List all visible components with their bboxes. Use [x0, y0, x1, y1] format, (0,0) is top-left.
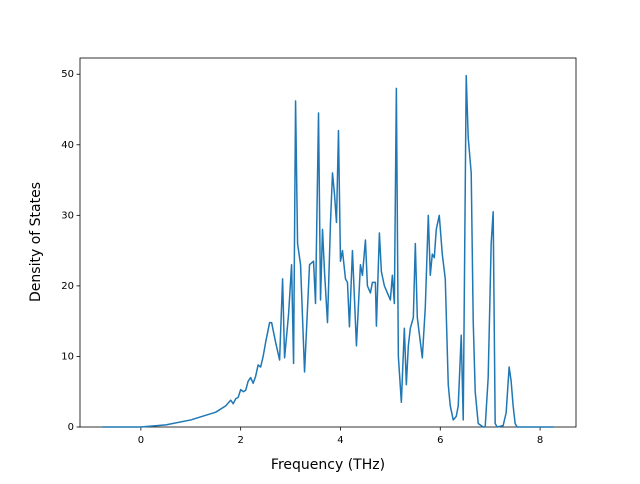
y-tick-label: 30	[61, 210, 74, 221]
y-tick-label: 40	[61, 140, 74, 151]
x-tick-label: 4	[337, 435, 343, 446]
x-axis-label: Frequency (THz)	[271, 457, 385, 473]
y-axis-label: Density of States	[28, 182, 44, 302]
x-tick-label: 8	[537, 435, 543, 446]
y-tick-label: 50	[61, 69, 74, 80]
line-series	[102, 74, 554, 428]
x-tick-label: 0	[138, 435, 144, 446]
y-tick-label: 0	[68, 422, 74, 433]
y-tick-label: 10	[61, 351, 74, 362]
plot-frame	[79, 57, 577, 428]
y-tick-label: 20	[61, 281, 74, 292]
x-tick-label: 2	[237, 435, 243, 446]
x-tick-label: 6	[437, 435, 443, 446]
